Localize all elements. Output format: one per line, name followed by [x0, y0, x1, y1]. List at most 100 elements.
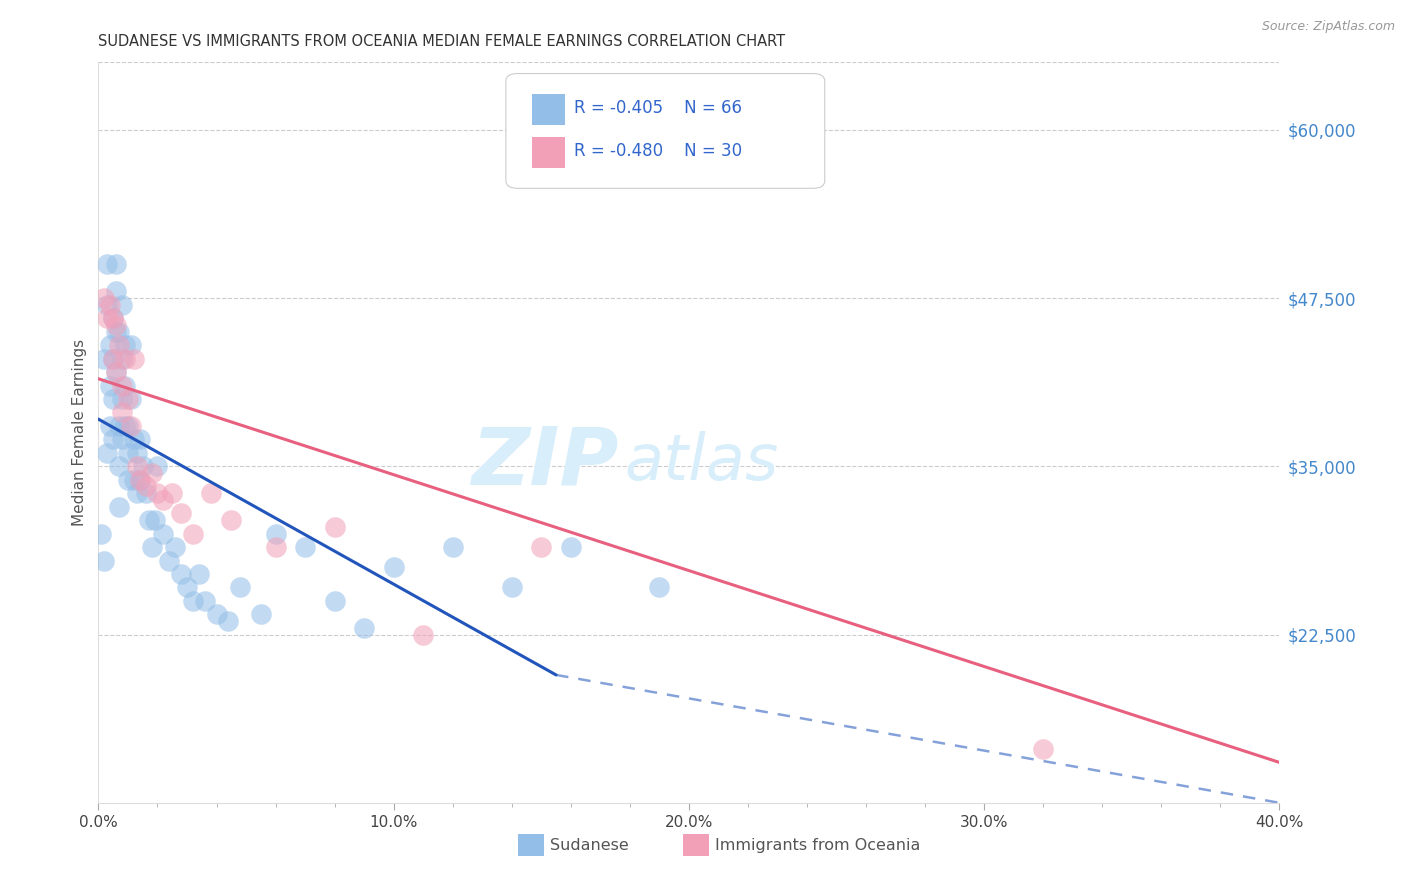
- Point: [98, 298, 121, 312]
- Point: [111, 433, 134, 447]
- Point: [128, 473, 150, 487]
- Point: [105, 365, 128, 379]
- Point: [98, 418, 121, 433]
- Point: [1032, 742, 1054, 756]
- Point: [105, 325, 128, 339]
- Point: [294, 540, 316, 554]
- Point: [122, 473, 145, 487]
- Point: [90, 526, 112, 541]
- Point: [138, 513, 160, 527]
- Point: [111, 378, 134, 392]
- Point: [141, 466, 163, 480]
- Point: [117, 418, 139, 433]
- Point: [98, 338, 121, 352]
- Point: [96, 311, 118, 326]
- FancyBboxPatch shape: [683, 834, 709, 856]
- Text: SUDANESE VS IMMIGRANTS FROM OCEANIA MEDIAN FEMALE EARNINGS CORRELATION CHART: SUDANESE VS IMMIGRANTS FROM OCEANIA MEDI…: [98, 34, 786, 49]
- Point: [217, 614, 239, 628]
- Point: [105, 318, 128, 332]
- Point: [114, 378, 136, 392]
- Point: [117, 392, 139, 406]
- Point: [205, 607, 228, 622]
- Point: [111, 298, 134, 312]
- Point: [122, 351, 145, 366]
- Point: [105, 285, 128, 299]
- Point: [114, 351, 136, 366]
- Text: ZIP: ZIP: [471, 423, 619, 501]
- Point: [194, 594, 217, 608]
- Point: [96, 446, 118, 460]
- Point: [132, 459, 155, 474]
- Point: [105, 257, 128, 271]
- Point: [103, 392, 125, 406]
- Point: [560, 540, 582, 554]
- Point: [353, 621, 375, 635]
- Point: [648, 581, 671, 595]
- Point: [125, 486, 148, 500]
- Point: [264, 540, 287, 554]
- Point: [221, 513, 243, 527]
- Point: [93, 553, 115, 567]
- FancyBboxPatch shape: [531, 95, 565, 126]
- Point: [530, 540, 553, 554]
- FancyBboxPatch shape: [506, 73, 825, 188]
- Point: [120, 418, 142, 433]
- Point: [176, 581, 198, 595]
- Point: [152, 526, 174, 541]
- Point: [264, 526, 287, 541]
- Point: [501, 581, 523, 595]
- Point: [122, 433, 145, 447]
- Point: [108, 500, 131, 514]
- Point: [125, 459, 148, 474]
- Point: [98, 378, 121, 392]
- Point: [120, 338, 142, 352]
- Point: [93, 291, 115, 305]
- Text: atlas: atlas: [624, 431, 779, 493]
- Point: [103, 311, 125, 326]
- Point: [117, 446, 139, 460]
- Point: [382, 560, 405, 574]
- Point: [114, 338, 136, 352]
- Point: [181, 594, 204, 608]
- Point: [141, 540, 163, 554]
- Point: [114, 418, 136, 433]
- Point: [323, 520, 346, 534]
- Point: [162, 486, 183, 500]
- Point: [146, 486, 169, 500]
- Point: [229, 581, 252, 595]
- Point: [200, 486, 222, 500]
- Point: [441, 540, 464, 554]
- Point: [135, 486, 157, 500]
- Point: [170, 507, 193, 521]
- Point: [108, 338, 131, 352]
- Point: [103, 311, 125, 326]
- Point: [146, 459, 169, 474]
- Point: [108, 325, 131, 339]
- Text: R = -0.480    N = 30: R = -0.480 N = 30: [575, 143, 742, 161]
- Point: [93, 351, 115, 366]
- Point: [128, 473, 150, 487]
- Point: [135, 479, 157, 493]
- Text: Immigrants from Oceania: Immigrants from Oceania: [714, 838, 921, 853]
- Point: [323, 594, 346, 608]
- Point: [103, 433, 125, 447]
- Point: [103, 351, 125, 366]
- Point: [152, 492, 174, 507]
- Point: [165, 540, 187, 554]
- Point: [120, 392, 142, 406]
- Point: [125, 446, 148, 460]
- Point: [105, 365, 128, 379]
- Point: [111, 392, 134, 406]
- Point: [111, 351, 134, 366]
- Text: Sudanese: Sudanese: [550, 838, 628, 853]
- Point: [170, 566, 193, 581]
- Point: [181, 526, 204, 541]
- FancyBboxPatch shape: [517, 834, 544, 856]
- Point: [108, 459, 131, 474]
- Point: [103, 351, 125, 366]
- Text: R = -0.405    N = 66: R = -0.405 N = 66: [575, 99, 742, 118]
- Point: [111, 405, 134, 419]
- Y-axis label: Median Female Earnings: Median Female Earnings: [72, 339, 87, 526]
- Point: [96, 257, 118, 271]
- Point: [128, 433, 150, 447]
